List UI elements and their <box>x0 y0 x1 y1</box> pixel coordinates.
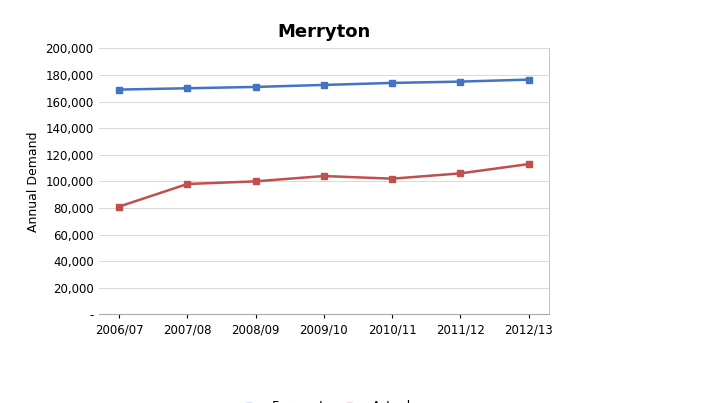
Actual <box>115 204 123 209</box>
Forecast <box>251 85 260 89</box>
Legend: Forecast, Actual: Forecast, Actual <box>232 395 416 403</box>
Forecast <box>320 83 328 87</box>
Actual <box>251 179 260 184</box>
Forecast <box>115 87 123 92</box>
Actual <box>524 162 533 166</box>
Forecast <box>388 81 396 85</box>
Line: Actual: Actual <box>115 160 532 210</box>
Actual <box>320 174 328 179</box>
Line: Forecast: Forecast <box>115 76 532 93</box>
Y-axis label: Annual Demand: Annual Demand <box>27 131 40 232</box>
Actual <box>456 171 465 176</box>
Forecast <box>524 77 533 82</box>
Actual <box>388 176 396 181</box>
Forecast <box>183 86 191 91</box>
Actual <box>183 182 191 187</box>
Forecast <box>456 79 465 84</box>
Title: Merryton: Merryton <box>277 23 370 41</box>
